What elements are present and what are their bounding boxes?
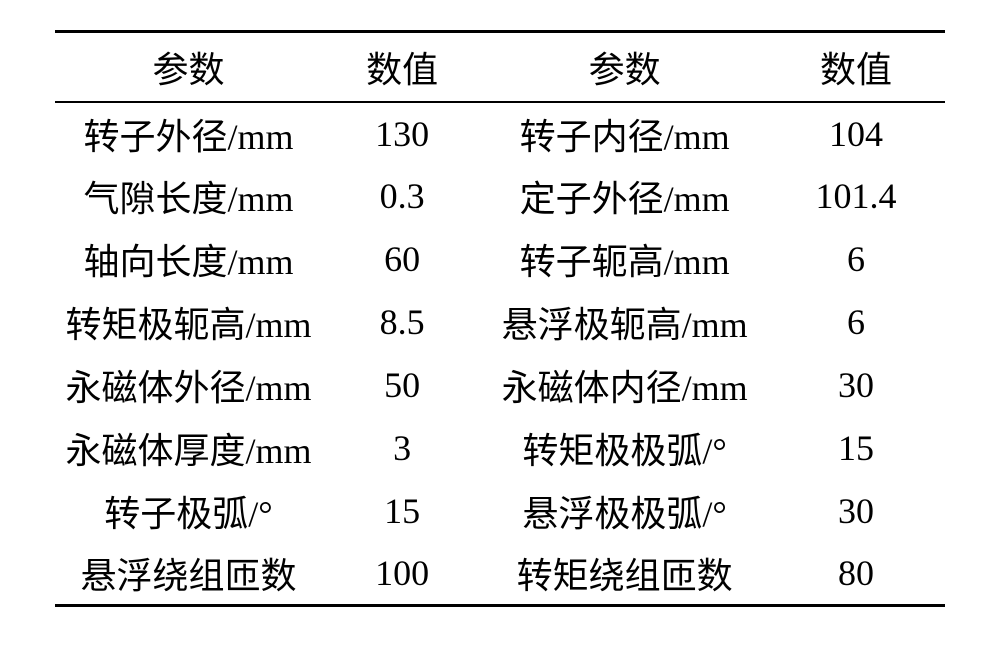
param-cell: 气隙长度/mm	[55, 165, 322, 228]
param-cell: 永磁体外径/mm	[55, 354, 322, 417]
value-cell: 100	[322, 543, 482, 606]
value-cell: 60	[322, 228, 482, 291]
table-row: 悬浮绕组匝数 100 转矩绕组匝数 80	[55, 543, 945, 606]
param-cell: 转子极弧/°	[55, 480, 322, 543]
param-cell: 永磁体厚度/mm	[55, 417, 322, 480]
table-row: 气隙长度/mm 0.3 定子外径/mm 101.4	[55, 165, 945, 228]
table-row: 转子极弧/° 15 悬浮极极弧/° 30	[55, 480, 945, 543]
table-row: 永磁体外径/mm 50 永磁体内径/mm 30	[55, 354, 945, 417]
table-row: 转子外径/mm 130 转子内径/mm 104	[55, 102, 945, 165]
value-cell: 30	[767, 354, 945, 417]
param-cell: 转子内径/mm	[482, 102, 767, 165]
value-cell: 0.3	[322, 165, 482, 228]
value-cell: 130	[322, 102, 482, 165]
parameters-table: 参数 数值 参数 数值 转子外径/mm 130 转子内径/mm 104 气隙长度…	[55, 30, 945, 607]
param-cell: 定子外径/mm	[482, 165, 767, 228]
table-row: 轴向长度/mm 60 转子轭高/mm 6	[55, 228, 945, 291]
table-header-row: 参数 数值 参数 数值	[55, 32, 945, 102]
value-cell: 3	[322, 417, 482, 480]
col-header-value1: 数值	[322, 32, 482, 102]
value-cell: 50	[322, 354, 482, 417]
value-cell: 15	[322, 480, 482, 543]
param-cell: 悬浮极轭高/mm	[482, 291, 767, 354]
param-cell: 悬浮极极弧/°	[482, 480, 767, 543]
param-cell: 轴向长度/mm	[55, 228, 322, 291]
col-header-value2: 数值	[767, 32, 945, 102]
col-header-param2: 参数	[482, 32, 767, 102]
value-cell: 80	[767, 543, 945, 606]
param-cell: 转矩极极弧/°	[482, 417, 767, 480]
param-cell: 转子轭高/mm	[482, 228, 767, 291]
value-cell: 15	[767, 417, 945, 480]
value-cell: 6	[767, 291, 945, 354]
param-cell: 转矩绕组匝数	[482, 543, 767, 606]
param-cell: 悬浮绕组匝数	[55, 543, 322, 606]
value-cell: 101.4	[767, 165, 945, 228]
param-cell: 转矩极轭高/mm	[55, 291, 322, 354]
col-header-param1: 参数	[55, 32, 322, 102]
param-cell: 转子外径/mm	[55, 102, 322, 165]
value-cell: 6	[767, 228, 945, 291]
table-row: 永磁体厚度/mm 3 转矩极极弧/° 15	[55, 417, 945, 480]
value-cell: 104	[767, 102, 945, 165]
table-row: 转矩极轭高/mm 8.5 悬浮极轭高/mm 6	[55, 291, 945, 354]
value-cell: 8.5	[322, 291, 482, 354]
param-cell: 永磁体内径/mm	[482, 354, 767, 417]
value-cell: 30	[767, 480, 945, 543]
